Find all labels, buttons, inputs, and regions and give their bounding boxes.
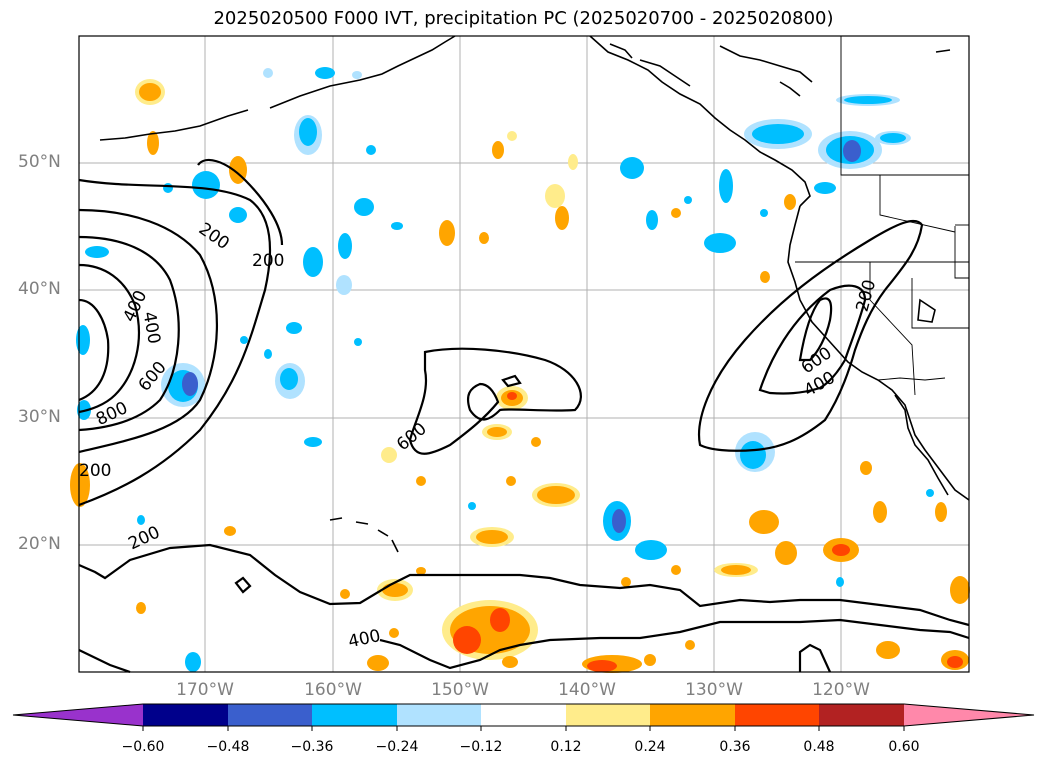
lon-label: 140°W xyxy=(558,680,616,700)
colorbar-tick-label: 0.48 xyxy=(803,739,835,755)
lat-label: 30°N xyxy=(18,407,61,427)
colorbar-segment xyxy=(397,704,481,726)
colorbar-segment xyxy=(143,704,228,726)
contour-label: 200 xyxy=(252,251,284,271)
lat-label: 40°N xyxy=(18,279,61,299)
map-title: 2025020500 F000 IVT, precipitation PC (2… xyxy=(213,8,834,29)
colorbar-segment xyxy=(735,704,819,726)
lon-label: 170°W xyxy=(176,680,234,700)
colorbar-tick-label: −0.36 xyxy=(290,739,334,755)
colorbar-tick-label: −0.48 xyxy=(206,739,250,755)
political-borders xyxy=(795,36,969,396)
lat-label: 50°N xyxy=(18,152,61,172)
colorbar-tick-label: 0.36 xyxy=(719,739,751,755)
colorbar-segment xyxy=(650,704,735,726)
colorbar-segment xyxy=(566,704,650,726)
precip-negative-patches xyxy=(76,67,934,672)
lon-label: 120°W xyxy=(812,680,870,700)
colorbar xyxy=(12,703,1035,731)
colorbar-segment xyxy=(819,704,904,726)
map-frame xyxy=(78,35,970,673)
lon-label: 160°W xyxy=(304,680,362,700)
lat-label: 20°N xyxy=(18,534,61,554)
colorbar-segment xyxy=(13,704,143,726)
colorbar-tick-label: −0.12 xyxy=(459,739,503,755)
colorbar-tick-label: 0.12 xyxy=(550,739,582,755)
colorbar-tick-label: −0.24 xyxy=(375,739,419,755)
colorbar-segment xyxy=(312,704,397,726)
colorbar-segment xyxy=(228,704,312,726)
contour-label: 200 xyxy=(79,461,111,481)
colorbar-tick-label: 0.60 xyxy=(888,739,920,755)
lon-label: 150°W xyxy=(431,680,489,700)
coastlines xyxy=(99,35,970,553)
colorbar-segment xyxy=(481,704,566,726)
colorbar-segment xyxy=(904,704,1034,726)
colorbar-tick-label: 0.24 xyxy=(634,739,666,755)
precip-positive-patches xyxy=(70,79,970,673)
colorbar-tick-label: −0.60 xyxy=(121,739,165,755)
lon-label: 130°W xyxy=(685,680,743,700)
ivt-contours xyxy=(78,158,970,674)
